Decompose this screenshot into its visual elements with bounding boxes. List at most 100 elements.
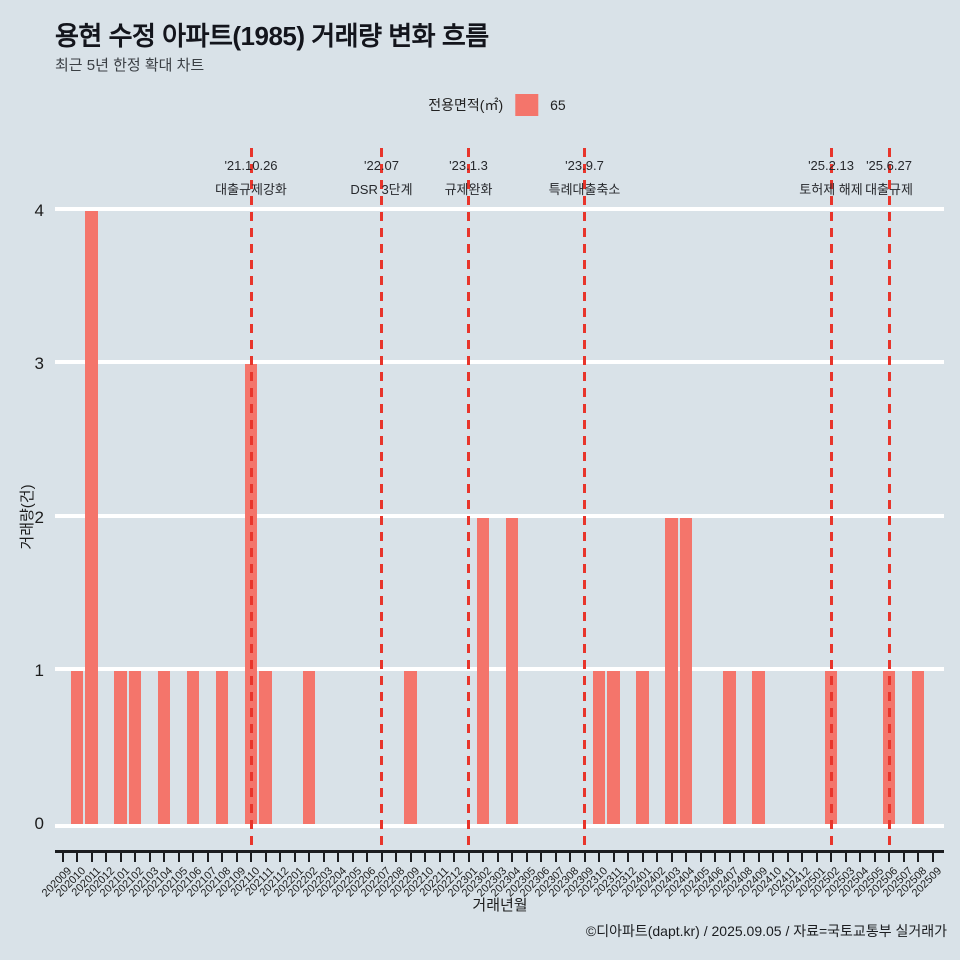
x-tick <box>351 852 354 862</box>
gridline-y4 <box>55 207 944 211</box>
x-tick <box>917 852 919 862</box>
x-tick <box>670 852 673 862</box>
page-subtitle: 최근 5년 한정 확대 차트 <box>55 57 205 74</box>
bar-202102 <box>128 670 142 824</box>
legend: 전용면적(㎡) 65 <box>428 94 566 116</box>
bar-202101 <box>114 670 127 824</box>
bar-202104 <box>157 670 171 824</box>
x-tick <box>221 852 223 862</box>
legend-swatch <box>515 94 539 116</box>
bar-202310 <box>592 670 606 824</box>
bar-202407 <box>723 670 736 824</box>
x-tick <box>627 852 629 862</box>
x-tick <box>105 852 107 862</box>
x-tick <box>743 852 745 862</box>
x-tick <box>148 852 151 862</box>
x-tick <box>206 852 209 862</box>
annotation-date: '21.10.26 <box>224 158 278 173</box>
gridline-y2 <box>55 513 944 518</box>
x-tick <box>308 852 310 862</box>
bar-202311 <box>607 670 620 824</box>
x-tick <box>641 852 644 862</box>
legend-label: 전용면적(㎡) <box>428 97 504 113</box>
x-tick <box>554 852 557 862</box>
x-tick <box>859 852 861 862</box>
x-tick <box>801 852 803 862</box>
x-tick <box>496 852 499 862</box>
x-axis-title: 거래년월 <box>472 897 528 914</box>
x-tick <box>438 852 441 862</box>
x-tick <box>76 852 78 862</box>
x-tick <box>728 852 731 862</box>
x-tick <box>250 852 252 862</box>
annotation-date: '23.9.7 <box>565 158 604 173</box>
x-tick <box>119 852 122 862</box>
bar-202202 <box>302 670 316 824</box>
x-tick <box>772 852 774 862</box>
bar-202011 <box>85 211 98 824</box>
y-tick-label: 1 <box>34 660 44 680</box>
x-tick <box>888 852 890 862</box>
x-tick <box>424 852 426 862</box>
bar-202409 <box>752 670 765 824</box>
x-tick <box>873 852 876 862</box>
x-tick <box>482 852 484 862</box>
bar-202508 <box>911 670 925 824</box>
x-tick <box>453 852 455 862</box>
bar-202304 <box>505 517 519 824</box>
x-tick <box>279 852 281 862</box>
x-axis-line <box>55 850 944 853</box>
x-tick <box>409 852 412 862</box>
x-tick <box>757 852 760 862</box>
x-tick <box>714 852 716 862</box>
x-tick <box>786 852 789 862</box>
y-tick-label: 3 <box>34 354 44 374</box>
gridline-y1 <box>55 666 944 671</box>
bar-202403 <box>665 517 678 824</box>
bar-202010 <box>70 670 84 824</box>
annotation-label: 토허제 해제 <box>799 182 863 197</box>
source-credit: ©디아파트(dapt.kr) / 2025.09.05 / 자료=국토교통부 실… <box>585 923 947 939</box>
x-tick <box>395 852 397 862</box>
y-tick-label: 4 <box>34 201 44 220</box>
x-tick <box>61 852 64 862</box>
x-tick <box>598 852 600 862</box>
x-tick <box>467 852 470 862</box>
x-tick <box>525 852 528 862</box>
x-tick <box>612 852 615 862</box>
annotation-date: '23.1.3 <box>449 158 488 173</box>
annotation-date: '25.2.13 <box>808 158 854 173</box>
gridline-y0 <box>55 824 944 828</box>
x-tick <box>656 852 658 862</box>
x-tick <box>830 852 832 862</box>
annotation-label: 특례대출축소 <box>548 182 621 197</box>
x-tick <box>235 852 238 862</box>
annotation-label: 대출규제 <box>865 182 913 197</box>
legend-series-name: 65 <box>550 97 566 113</box>
bar-202302 <box>476 517 490 824</box>
x-tick <box>931 852 934 862</box>
x-tick <box>583 852 586 862</box>
x-tick <box>264 852 267 862</box>
x-tick <box>844 852 847 862</box>
bar-202111 <box>259 670 272 824</box>
page-title: 용현 수정 아파트(1985) 거래량 변화 흐름 <box>55 21 489 51</box>
x-tick <box>366 852 368 862</box>
x-tick <box>685 852 687 862</box>
bar-202401 <box>636 670 649 824</box>
annotation-label: 대출규제강화 <box>215 182 287 197</box>
x-tick <box>511 852 513 862</box>
bar-202209 <box>404 670 417 824</box>
x-tick <box>380 852 383 862</box>
bar-202404 <box>679 517 693 824</box>
annotation-line-202506 <box>887 148 891 848</box>
x-tick <box>699 852 702 862</box>
y-tick-label: 0 <box>34 814 44 833</box>
annotation-line-202502 <box>829 148 833 848</box>
annotation-line-202207 <box>380 148 383 848</box>
x-tick <box>337 852 339 862</box>
x-tick <box>902 852 905 862</box>
x-tick <box>90 852 93 862</box>
x-tick <box>815 852 818 862</box>
